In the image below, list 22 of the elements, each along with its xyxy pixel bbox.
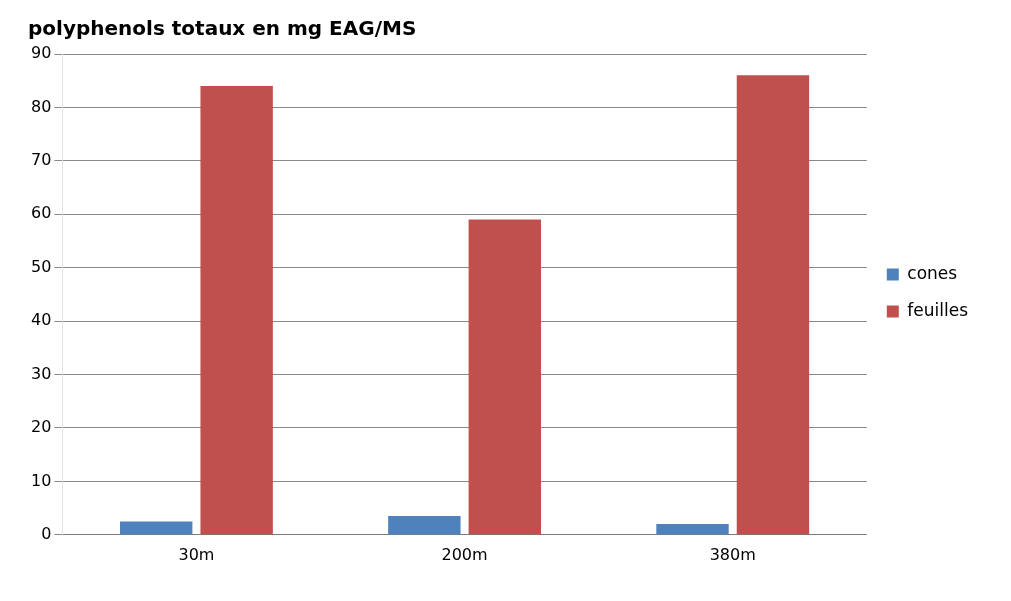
y-tick-label: 50 bbox=[31, 256, 52, 276]
bar bbox=[468, 219, 541, 535]
bar bbox=[388, 516, 461, 535]
x-tick-label: 200m bbox=[441, 544, 488, 564]
y-tick-label: 70 bbox=[31, 150, 52, 169]
y-tick-label: 10 bbox=[31, 470, 52, 490]
bar bbox=[736, 75, 810, 535]
y-tick-label: 20 bbox=[31, 417, 52, 437]
y-tick-label: 80 bbox=[31, 96, 52, 116]
y-tick-label: 30 bbox=[31, 363, 52, 383]
legend-label: cones bbox=[907, 262, 958, 283]
x-tick-label: 380m bbox=[709, 544, 756, 564]
bar bbox=[656, 524, 729, 535]
chart-title: polyphenols totaux en mg EAG/MS bbox=[28, 16, 417, 41]
y-tick-label: 90 bbox=[31, 43, 52, 63]
x-tick-label: 30m bbox=[178, 544, 215, 564]
bar bbox=[120, 521, 193, 535]
legend-label: feuilles bbox=[907, 299, 969, 320]
y-tick-label: 0 bbox=[41, 523, 52, 543]
bar bbox=[200, 86, 273, 535]
y-tick-label: 60 bbox=[31, 203, 52, 223]
y-tick-label: 40 bbox=[31, 310, 52, 330]
